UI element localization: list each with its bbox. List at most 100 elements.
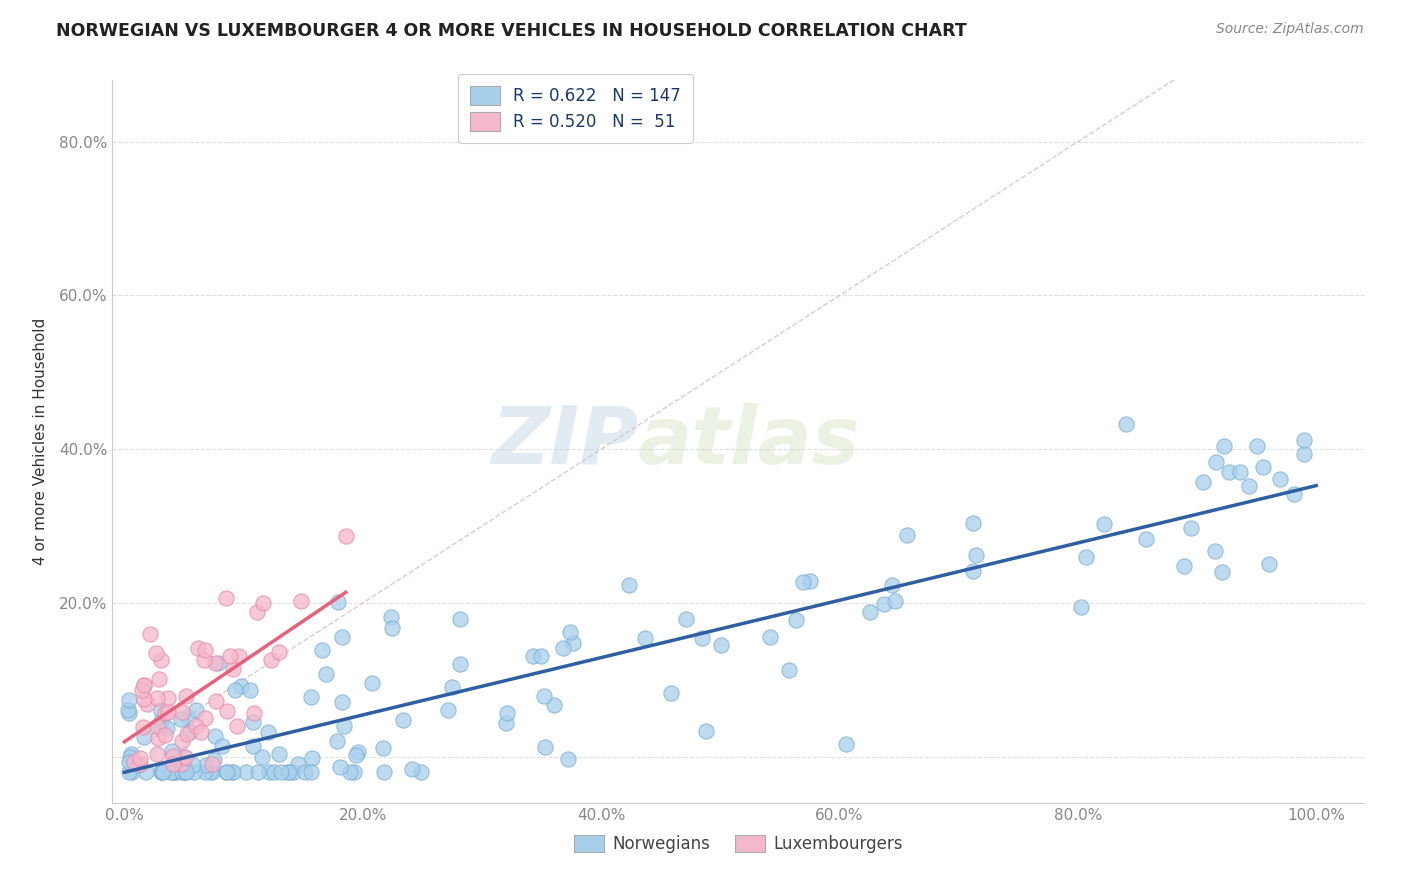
Point [187,640,209,655]
Point [149,714,172,728]
Point [561,636,583,650]
Point [1251,459,1274,474]
Point [409,765,432,780]
Point [290,594,312,608]
Point [962,516,984,530]
Point [792,574,814,589]
Point [194,765,217,780]
Text: NORWEGIAN VS LUXEMBOURGER 4 OR MORE VEHICLES IN HOUSEHOLD CORRELATION CHART: NORWEGIAN VS LUXEMBOURGER 4 OR MORE VEHI… [56,22,967,40]
Point [1192,475,1215,489]
Point [315,666,337,681]
Point [495,716,517,731]
Point [530,649,553,664]
Point [1268,472,1291,486]
Point [172,764,194,778]
Y-axis label: 4 or more Vehicles in Household: 4 or more Vehicles in Household [32,318,48,566]
Point [120,747,142,761]
Point [118,765,141,780]
Point [1070,599,1092,614]
Point [250,750,273,764]
Point [221,765,243,780]
Point [882,577,904,591]
Point [172,756,194,771]
Point [778,663,800,677]
Point [174,765,197,780]
Point [1246,439,1268,453]
Point [193,653,215,667]
Point [170,712,193,726]
Point [181,757,204,772]
Point [873,598,896,612]
Point [201,765,224,780]
Point [373,764,395,779]
Point [1094,516,1116,531]
Point [172,765,194,780]
Point [269,645,291,659]
Point [371,741,394,756]
Point [695,723,717,738]
Point [179,725,201,739]
Point [131,683,153,698]
Point [132,691,155,706]
Point [204,729,226,743]
Point [194,758,217,772]
Point [117,703,139,717]
Point [202,753,225,767]
Point [1237,479,1260,493]
Point [170,706,193,720]
Point [127,758,149,772]
Point [162,748,184,763]
Point [1229,465,1251,479]
Point [156,722,179,736]
Point [449,657,471,672]
Point [215,765,238,780]
Point [132,720,155,734]
Point [381,622,404,636]
Point [129,757,152,772]
Point [277,765,299,780]
Point [170,765,193,780]
Point [132,678,155,692]
Point [1211,565,1233,579]
Point [380,609,402,624]
Point [346,745,368,759]
Point [149,765,172,780]
Point [257,724,280,739]
Point [326,734,349,748]
Point [326,595,349,609]
Point [128,751,150,765]
Point [194,643,217,657]
Point [343,765,366,780]
Point [165,765,187,780]
Point [200,757,222,772]
Point [219,648,242,663]
Point [1205,455,1227,469]
Point [157,705,180,719]
Point [205,694,228,708]
Point [834,737,856,751]
Point [1204,543,1226,558]
Point [799,574,821,589]
Point [1294,433,1316,447]
Point [896,527,918,541]
Point [1076,549,1098,564]
Point [215,591,238,606]
Point [436,703,458,717]
Point [287,757,309,772]
Point [1135,532,1157,546]
Point [332,719,354,733]
Point [222,662,245,676]
Point [177,710,200,724]
Point [252,596,274,610]
Point [294,765,316,780]
Point [150,765,173,780]
Point [263,765,285,780]
Point [170,757,193,772]
Point [118,706,141,721]
Text: atlas: atlas [638,402,860,481]
Point [155,706,177,721]
Point [332,630,354,644]
Point [299,765,322,780]
Point [522,648,544,663]
Point [311,643,333,657]
